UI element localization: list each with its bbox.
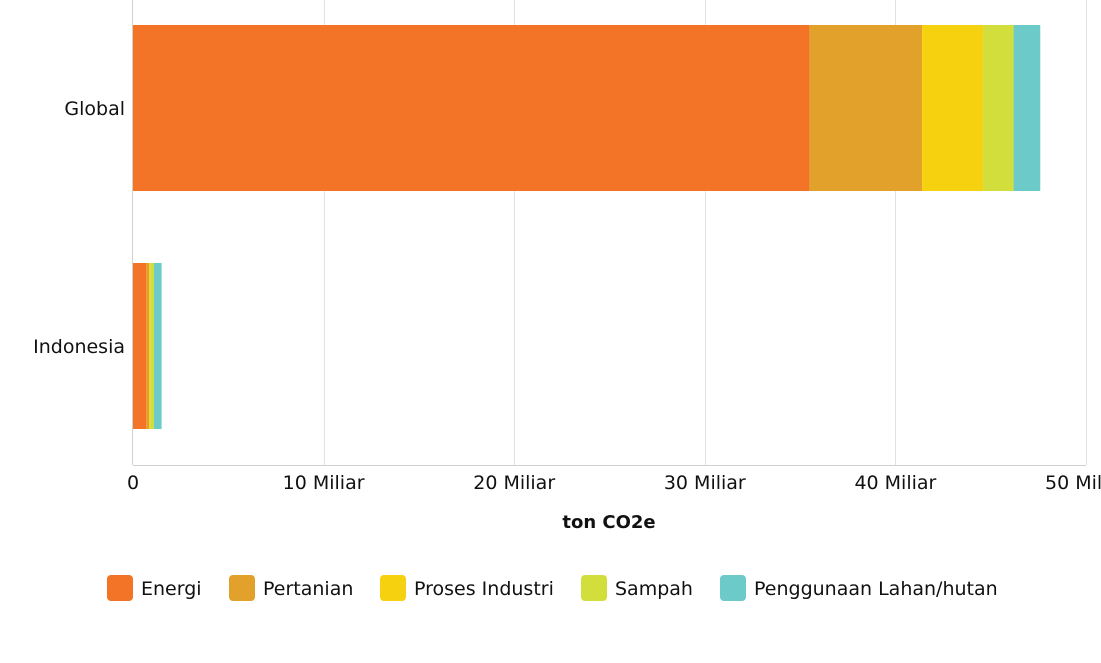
bar-global-sampah xyxy=(983,25,1013,191)
x-tick-label: 30 Miliar xyxy=(664,472,746,494)
x-tick-label: 40 Miliar xyxy=(854,472,936,494)
legend-item-pertanian[interactable]: Pertanian xyxy=(229,575,353,601)
x-tick-label: 0 xyxy=(127,472,139,494)
legend-item-penggunaan-lahan-hutan[interactable]: Penggunaan Lahan/hutan xyxy=(720,575,998,601)
bar-indonesia-penggunaan-lahan-hutan xyxy=(154,263,162,429)
bar-global-pertanian xyxy=(810,25,922,191)
legend-label: Sampah xyxy=(615,578,693,600)
legend-swatch xyxy=(720,575,746,601)
x-tick-label: 20 Miliar xyxy=(473,472,555,494)
bar-indonesia-sampah xyxy=(150,263,154,429)
legend-swatch xyxy=(107,575,133,601)
x-tick-labels: 0 10 Miliar 20 Miliar 30 Miliar 40 Miliar 50 … xyxy=(127,472,1101,494)
x-tick-label: 50 Miliar xyxy=(1045,472,1101,494)
bar-segments xyxy=(133,25,1040,429)
bar-global-proses-industri xyxy=(922,25,983,191)
legend-item-proses-industri[interactable]: Proses Industri xyxy=(380,575,554,601)
bar-global-energi xyxy=(133,25,810,191)
legend-label: Proses Industri xyxy=(414,578,554,600)
legend-swatch xyxy=(581,575,607,601)
category-label-global: Global xyxy=(64,98,125,120)
legend-label: Energi xyxy=(141,578,202,600)
legend-label: Pertanian xyxy=(263,578,353,600)
bar-global-penggunaan-lahan-hutan xyxy=(1014,25,1041,191)
x-tick-label: 10 Miliar xyxy=(283,472,365,494)
category-labels: Global Indonesia xyxy=(33,98,125,358)
legend-item-energi[interactable]: Energi xyxy=(107,575,202,601)
category-label-indonesia: Indonesia xyxy=(33,336,125,358)
legend-item-sampah[interactable]: Sampah xyxy=(581,575,693,601)
legend: Energi Pertanian Proses Industri Sampah Peng… xyxy=(107,575,998,601)
bar-indonesia-proses-industri xyxy=(149,263,150,429)
bar-indonesia-pertanian xyxy=(146,263,149,429)
legend-swatch xyxy=(380,575,406,601)
x-axis-title: ton CO2e xyxy=(562,512,655,533)
bar-indonesia-energi xyxy=(133,263,146,429)
legend-swatch xyxy=(229,575,255,601)
legend-label: Penggunaan Lahan/hutan xyxy=(754,578,998,600)
